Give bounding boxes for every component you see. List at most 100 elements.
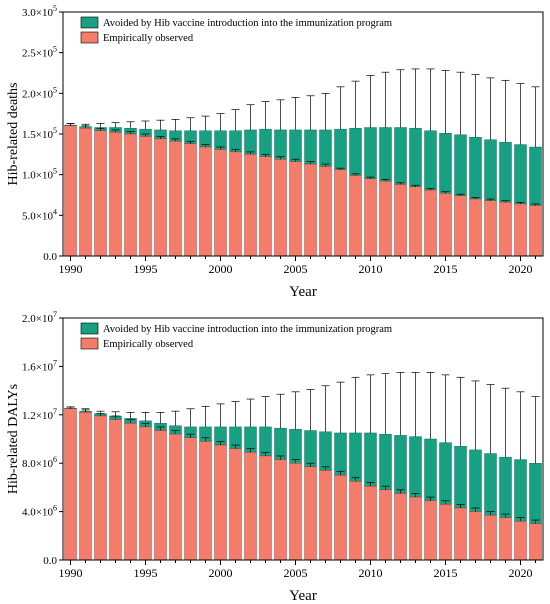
error-bar-observed-1996 xyxy=(156,426,165,431)
error-bar-observed-2005 xyxy=(291,459,300,464)
bar-observed-1990 xyxy=(64,408,77,561)
error-bar-avoided-2000 xyxy=(216,113,225,131)
error-bar-observed-1998 xyxy=(186,140,195,144)
bar-avoided-2004 xyxy=(274,129,287,160)
error-bar-observed-2008 xyxy=(336,167,345,170)
error-bar-avoided-2020 xyxy=(516,391,525,460)
bar-observed-1999 xyxy=(199,146,212,257)
y-tick-label: 1.5×105 xyxy=(22,126,57,141)
error-bar-avoided-2015 xyxy=(441,374,450,443)
bar-avoided-2011 xyxy=(379,127,392,182)
bar-observed-1993 xyxy=(109,419,122,561)
error-bar-observed-2000 xyxy=(216,441,225,446)
error-bar-avoided-2010 xyxy=(366,75,375,128)
dalys-plot-frame xyxy=(62,317,544,561)
error-bar-observed-1992 xyxy=(96,127,105,131)
bar-observed-2018 xyxy=(484,515,497,561)
bar-observed-1996 xyxy=(154,138,167,257)
bar-observed-2011 xyxy=(379,180,392,257)
bar-avoided-2007 xyxy=(319,431,332,471)
bar-observed-2020 xyxy=(514,521,527,561)
x-tick-label: 2010 xyxy=(359,566,383,580)
bar-avoided-2004 xyxy=(274,427,287,460)
bar-avoided-2006 xyxy=(304,129,317,165)
error-bar-observed-2006 xyxy=(306,462,315,467)
bar-observed-2010 xyxy=(364,178,377,257)
error-bar-avoided-2021 xyxy=(531,396,540,464)
bar-observed-1992 xyxy=(94,130,107,257)
error-bar-avoided-2017 xyxy=(471,380,480,450)
error-bar-avoided-2003 xyxy=(261,396,270,427)
error-bar-observed-2003 xyxy=(261,153,270,157)
bar-observed-2001 xyxy=(229,151,242,257)
bar-observed-1997 xyxy=(169,433,182,561)
error-bar-avoided-1999 xyxy=(201,405,210,427)
error-bar-observed-1991 xyxy=(81,125,90,129)
bar-observed-2021 xyxy=(529,205,542,257)
bar-avoided-2011 xyxy=(379,433,392,491)
bar-observed-2002 xyxy=(244,154,257,257)
error-bar-avoided-2007 xyxy=(321,385,330,432)
legend-swatch-avoided xyxy=(80,322,99,335)
bar-observed-1994 xyxy=(124,423,137,561)
x-tick-label: 1995 xyxy=(134,566,158,580)
bar-observed-2000 xyxy=(214,444,227,561)
error-bar-observed-2020 xyxy=(516,201,525,204)
error-bar-avoided-2005 xyxy=(291,391,300,430)
error-bar-avoided-2002 xyxy=(246,104,255,130)
bar-observed-2007 xyxy=(319,470,332,561)
deaths-chart-panel: 0.0 5.0×104 1.0×105 1.5×105 2.0×105 2.5×105 3.… xyxy=(6,4,544,300)
y-tick-label: 8.0×106 xyxy=(22,455,57,470)
bar-avoided-2019 xyxy=(499,456,512,518)
x-tick-label: 2000 xyxy=(209,566,233,580)
error-bar-observed-2018 xyxy=(486,511,495,516)
error-bar-observed-1990 xyxy=(66,123,75,126)
bar-observed-2009 xyxy=(349,481,362,561)
error-bar-avoided-2016 xyxy=(456,71,465,135)
x-tick-label: 2015 xyxy=(434,262,458,276)
error-bar-avoided-2016 xyxy=(456,376,465,447)
dalys-chart-panel: 0.0 4.0×106 8.0×106 1.2×107 1.6×107 2.0×107 1… xyxy=(6,310,544,604)
bar-observed-2014 xyxy=(424,500,437,561)
error-bar-avoided-2013 xyxy=(411,372,420,437)
error-bar-observed-2010 xyxy=(366,176,375,179)
y-tick-label: 3.0×105 xyxy=(22,4,57,19)
error-bar-avoided-1995 xyxy=(141,120,150,130)
legend-label-avoided: Avoided by Hib vaccine introduction into… xyxy=(103,324,392,335)
error-bar-avoided-1994 xyxy=(126,412,135,419)
deaths-bars xyxy=(64,124,542,257)
error-bar-observed-2017 xyxy=(471,197,480,200)
bar-observed-2010 xyxy=(364,485,377,561)
error-bar-observed-1994 xyxy=(126,419,135,424)
error-bar-observed-2015 xyxy=(441,191,450,194)
bar-observed-2015 xyxy=(439,193,452,257)
deaths-x-axis-label: Year xyxy=(289,284,317,300)
error-bar-observed-2012 xyxy=(396,489,405,494)
legend-label-avoided: Avoided by Hib vaccine introduction into… xyxy=(103,18,392,29)
error-bar-avoided-2004 xyxy=(276,393,285,429)
bar-observed-2004 xyxy=(274,459,287,561)
error-bar-observed-2006 xyxy=(306,161,315,165)
dalys-y-axis-label: Hib-related DALYs xyxy=(6,384,21,494)
x-tick-label: 1990 xyxy=(59,262,83,276)
bar-observed-2004 xyxy=(274,159,287,257)
bar-observed-2002 xyxy=(244,452,257,561)
bar-observed-2021 xyxy=(529,523,542,561)
bar-avoided-2019 xyxy=(499,141,512,203)
error-bar-avoided-2014 xyxy=(426,68,435,131)
bar-avoided-2018 xyxy=(484,453,497,516)
bar-observed-1996 xyxy=(154,430,167,561)
error-bar-observed-2000 xyxy=(216,146,225,150)
error-bar-avoided-2003 xyxy=(261,101,270,130)
error-bar-observed-1997 xyxy=(171,138,180,142)
error-bar-observed-1997 xyxy=(171,430,180,435)
bar-avoided-2021 xyxy=(529,463,542,524)
bar-avoided-2003 xyxy=(259,426,272,457)
bar-observed-2005 xyxy=(289,463,302,561)
bar-observed-1991 xyxy=(79,128,92,257)
error-bar-observed-1999 xyxy=(201,144,210,148)
bar-observed-1997 xyxy=(169,141,182,257)
bar-observed-2013 xyxy=(409,186,422,257)
bar-observed-1998 xyxy=(184,143,197,257)
y-tick-label: 0.0 xyxy=(43,251,57,263)
